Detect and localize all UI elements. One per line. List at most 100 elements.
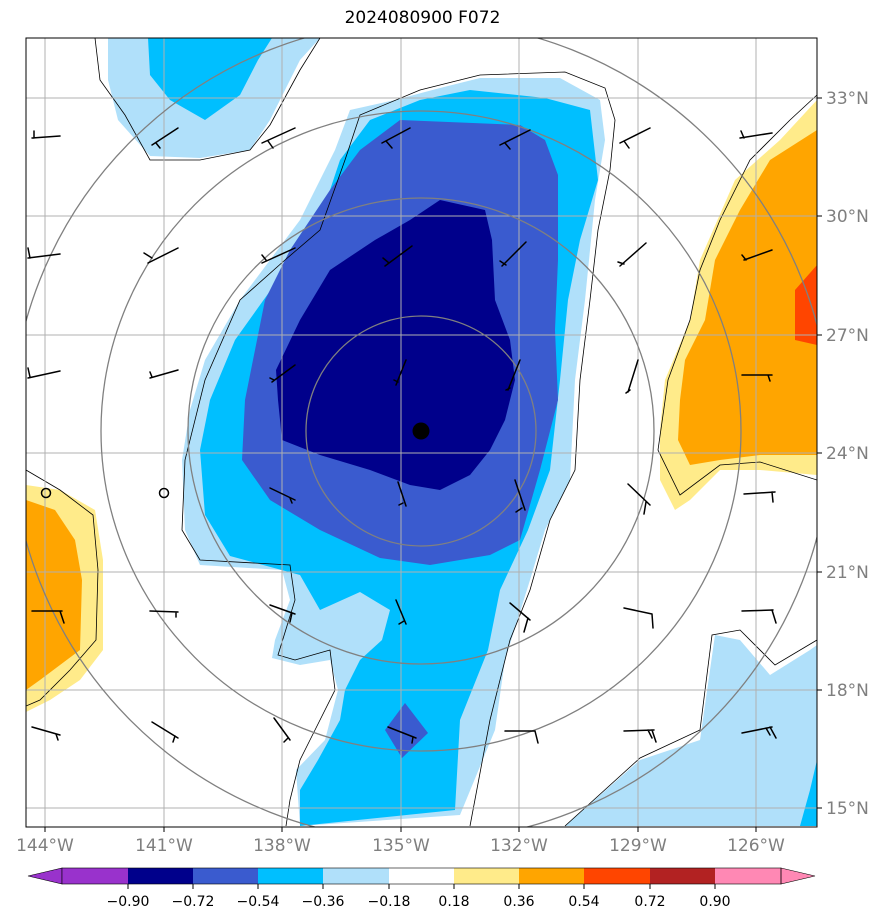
colorbar-label: −0.36 (302, 894, 345, 910)
colorbar-label: −0.90 (107, 894, 150, 910)
contour-orange-west (26, 500, 82, 690)
lon-label: 132°W (490, 836, 548, 856)
contour-line-southeast (564, 629, 817, 827)
wind-barb (741, 609, 777, 624)
wind-barb (269, 487, 296, 504)
lat-label: 33°N (826, 89, 869, 109)
colorbar-label: −0.18 (368, 894, 411, 910)
contour-lightblue-southeast (565, 635, 817, 826)
colorbar-label: 0.18 (438, 894, 469, 910)
wind-barb (741, 374, 773, 382)
wind-barb (627, 483, 651, 515)
colorbar-swatch (584, 868, 650, 884)
wind-barb (625, 359, 639, 394)
colorbar-label: −0.54 (237, 894, 280, 910)
map-frame (25, 37, 818, 828)
wind-barb (31, 610, 65, 624)
gridlines (26, 38, 817, 827)
colorbar-swatch (389, 868, 454, 884)
range-ring-inner (305, 315, 537, 547)
wind-barb (504, 730, 539, 744)
wind-barb (31, 726, 61, 741)
wind-barb (395, 599, 407, 625)
colorbar-swatch (323, 868, 389, 884)
colorbar: −0.90 −0.72 −0.54 −0.36 −0.18 0.18 0.36 … (27, 867, 816, 910)
wind-barb (261, 247, 296, 264)
colorbar-swatch (519, 868, 584, 884)
colorbar-ticks (127, 884, 716, 889)
calm-circle (158, 487, 170, 499)
colorbar-swatch (258, 868, 323, 884)
colorbar-extend-low (27, 867, 63, 885)
contour-lines (26, 38, 817, 827)
colorbar-label: 0.90 (699, 894, 730, 910)
colorbar-extend-high (780, 867, 816, 885)
colorbar-label: 0.72 (634, 894, 665, 910)
wind-barb (261, 127, 296, 149)
contour-line-main-west (181, 74, 481, 827)
wind-barb (387, 726, 417, 744)
wind-barb (151, 127, 179, 149)
colorbar-outline (61, 867, 782, 885)
range-rings (26, 38, 817, 827)
wind-barb (499, 241, 527, 267)
lon-label: 135°W (372, 836, 430, 856)
wind-barb (382, 245, 413, 267)
wind-barb (743, 491, 776, 503)
contour-orange-east (678, 130, 817, 465)
wind-barb (741, 249, 773, 261)
wind-barb (393, 359, 407, 386)
colorbar-swatch (650, 868, 715, 884)
wind-barb (739, 130, 773, 139)
colorbar-swatch (454, 868, 519, 884)
axis-ticks (44, 97, 822, 832)
wind-barb (741, 726, 777, 739)
lon-label: 126°W (727, 836, 785, 856)
range-ring-2 (187, 197, 655, 665)
map-title: 2024080900 F072 (344, 8, 501, 28)
wind-barb (499, 129, 531, 150)
colorbar-swatch (62, 868, 128, 884)
storm-center-marker (412, 422, 430, 440)
wind-barb (143, 247, 179, 264)
contour-navy-core (276, 200, 515, 490)
lon-label: 129°W (609, 836, 667, 856)
colorbar-label: −0.72 (172, 894, 215, 910)
lat-label: 18°N (826, 681, 869, 701)
wind-barb (397, 481, 407, 507)
wind-barb (269, 604, 296, 623)
longitude-labels: 144°W 141°W 138°W 135°W 132°W 129°W 126°… (16, 836, 785, 856)
wind-barb (509, 602, 531, 633)
wind-barb (619, 127, 651, 149)
wind-barb (623, 607, 654, 629)
lat-label: 15°N (826, 799, 869, 819)
lat-label: 21°N (826, 563, 869, 583)
contour-medblue-south (385, 703, 428, 758)
lon-label: 144°W (16, 836, 74, 856)
contour-line-east (657, 94, 817, 496)
wind-barb (273, 717, 291, 743)
wind-barb (27, 247, 61, 259)
lat-label: 30°N (826, 207, 869, 227)
calm-circle (40, 487, 52, 499)
filled-contours (26, 38, 817, 827)
wind-barb (151, 721, 179, 743)
colorbar-swatch (715, 868, 781, 884)
wind-barb (381, 127, 411, 149)
wind-barb (505, 359, 521, 391)
wind-barb (617, 242, 647, 267)
contour-line-north (94, 38, 321, 161)
wind-barb (269, 364, 296, 383)
lon-label: 141°W (135, 836, 193, 856)
lat-label: 24°N (826, 444, 869, 464)
range-ring-3 (100, 110, 742, 752)
lon-label: 138°W (253, 836, 311, 856)
wind-barb (27, 367, 61, 379)
wind-barbs (27, 127, 777, 744)
wind-barb (623, 729, 657, 743)
colorbar-label: 0.36 (503, 894, 534, 910)
colorbar-swatch (128, 868, 193, 884)
colorbar-label: 0.54 (568, 894, 599, 910)
wind-barb (149, 369, 179, 379)
